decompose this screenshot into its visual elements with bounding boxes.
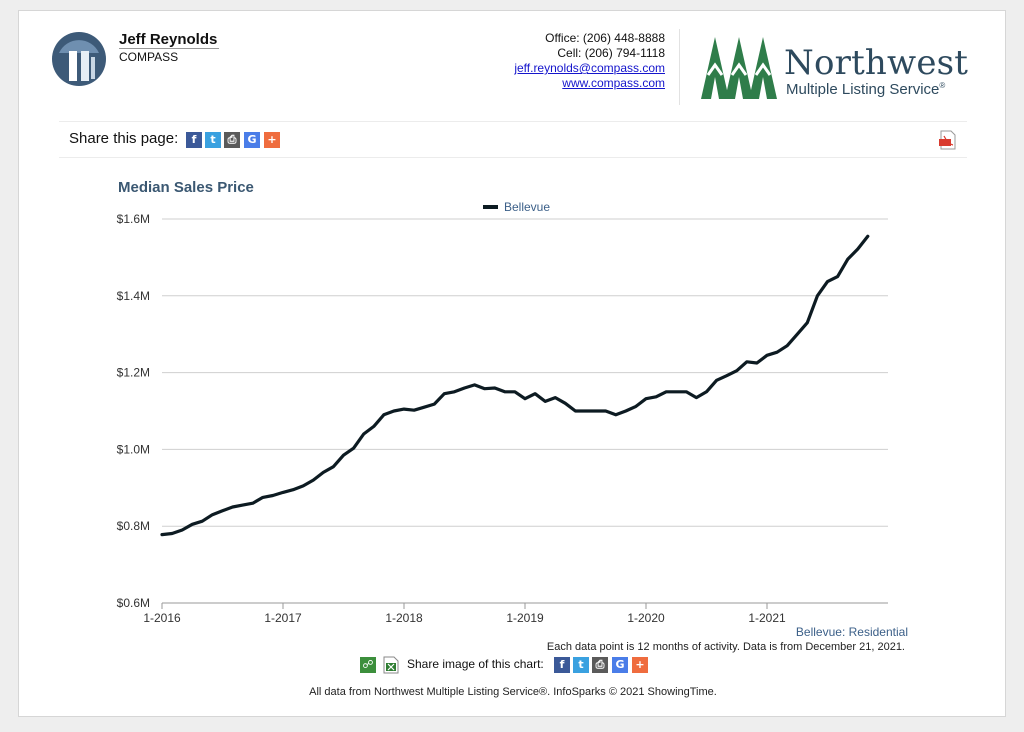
x-tick-label: 1-2017	[264, 611, 302, 625]
compass-logo	[52, 32, 106, 86]
share-page-label: Share this page:	[69, 130, 179, 147]
report-card: Jeff Reynolds COMPASS Office: (206) 448-…	[18, 10, 1006, 717]
share-image-facebook-icon[interactable]: f	[554, 657, 570, 673]
facebook-icon[interactable]: f	[186, 132, 202, 148]
x-tick-label: 1-2018	[385, 611, 423, 625]
series-line-bellevue[interactable]	[160, 234, 870, 537]
share-image-print-icon[interactable]: ⎙	[592, 657, 608, 673]
y-tick-label: $0.6M	[117, 596, 150, 610]
y-tick-label: $1.6M	[117, 212, 150, 226]
google-icon[interactable]: G	[244, 132, 260, 148]
nwmls-trees-logo	[701, 37, 777, 99]
website-link[interactable]: www.compass.com	[562, 76, 665, 90]
chart-source-label: Bellevue: Residential	[795, 625, 908, 639]
agent-name: Jeff Reynolds	[119, 31, 218, 48]
y-tick-label: $0.8M	[117, 519, 150, 533]
header-divider	[679, 29, 680, 105]
x-tick-label: 1-2016	[143, 611, 181, 625]
agent-company: COMPASS	[119, 50, 179, 64]
nwmls-brand-name: Northwest	[784, 43, 969, 83]
nwmls-brand-subtitle: Multiple Listing Service®	[786, 81, 945, 98]
data-note: Each data point is 12 months of activity…	[546, 641, 905, 653]
share-network-icon[interactable]: ☍	[360, 657, 376, 673]
contact-info: Office: (206) 448-8888 Cell: (206) 794-1…	[479, 31, 665, 91]
footer-credit: All data from Northwest Multiple Listing…	[309, 686, 717, 698]
email-link[interactable]: jeff.reynolds@compass.com	[514, 61, 665, 75]
share-image-label: Share image of this chart:	[407, 657, 544, 671]
share-image-google-icon[interactable]: G	[612, 657, 628, 673]
twitter-icon[interactable]: t	[205, 132, 221, 148]
y-tick-label: $1.4M	[117, 289, 150, 303]
y-tick-label: $1.2M	[117, 366, 150, 380]
legend-label[interactable]: Bellevue	[504, 200, 550, 214]
x-tick-label: 1-2021	[748, 611, 786, 625]
x-tick-label: 1-2019	[506, 611, 544, 625]
share-page-bar: Share this page: f t ⎙ G +	[59, 121, 967, 158]
nwmls-subtitle-text: Multiple Listing Service	[786, 81, 940, 98]
registered-mark: ®	[939, 81, 946, 90]
line-chart: $0.6M $0.8M $1.0M $1.2M $1.4M $1.6M 1-2016 1-20…	[117, 200, 888, 625]
excel-icon[interactable]	[383, 656, 399, 674]
office-phone: Office: (206) 448-8888	[545, 31, 665, 45]
pdf-icon[interactable]	[939, 130, 957, 150]
share-image-twitter-icon[interactable]: t	[573, 657, 589, 673]
cell-phone: Cell: (206) 794-1118	[557, 46, 665, 60]
plus-icon[interactable]: +	[264, 132, 280, 148]
agent-name-underline	[119, 48, 219, 49]
x-tick-label: 1-2020	[627, 611, 665, 625]
share-image-plus-icon[interactable]: +	[632, 657, 648, 673]
y-tick-label: $1.0M	[117, 442, 150, 456]
print-icon[interactable]: ⎙	[224, 132, 240, 148]
chart-title: Median Sales Price	[118, 179, 254, 196]
